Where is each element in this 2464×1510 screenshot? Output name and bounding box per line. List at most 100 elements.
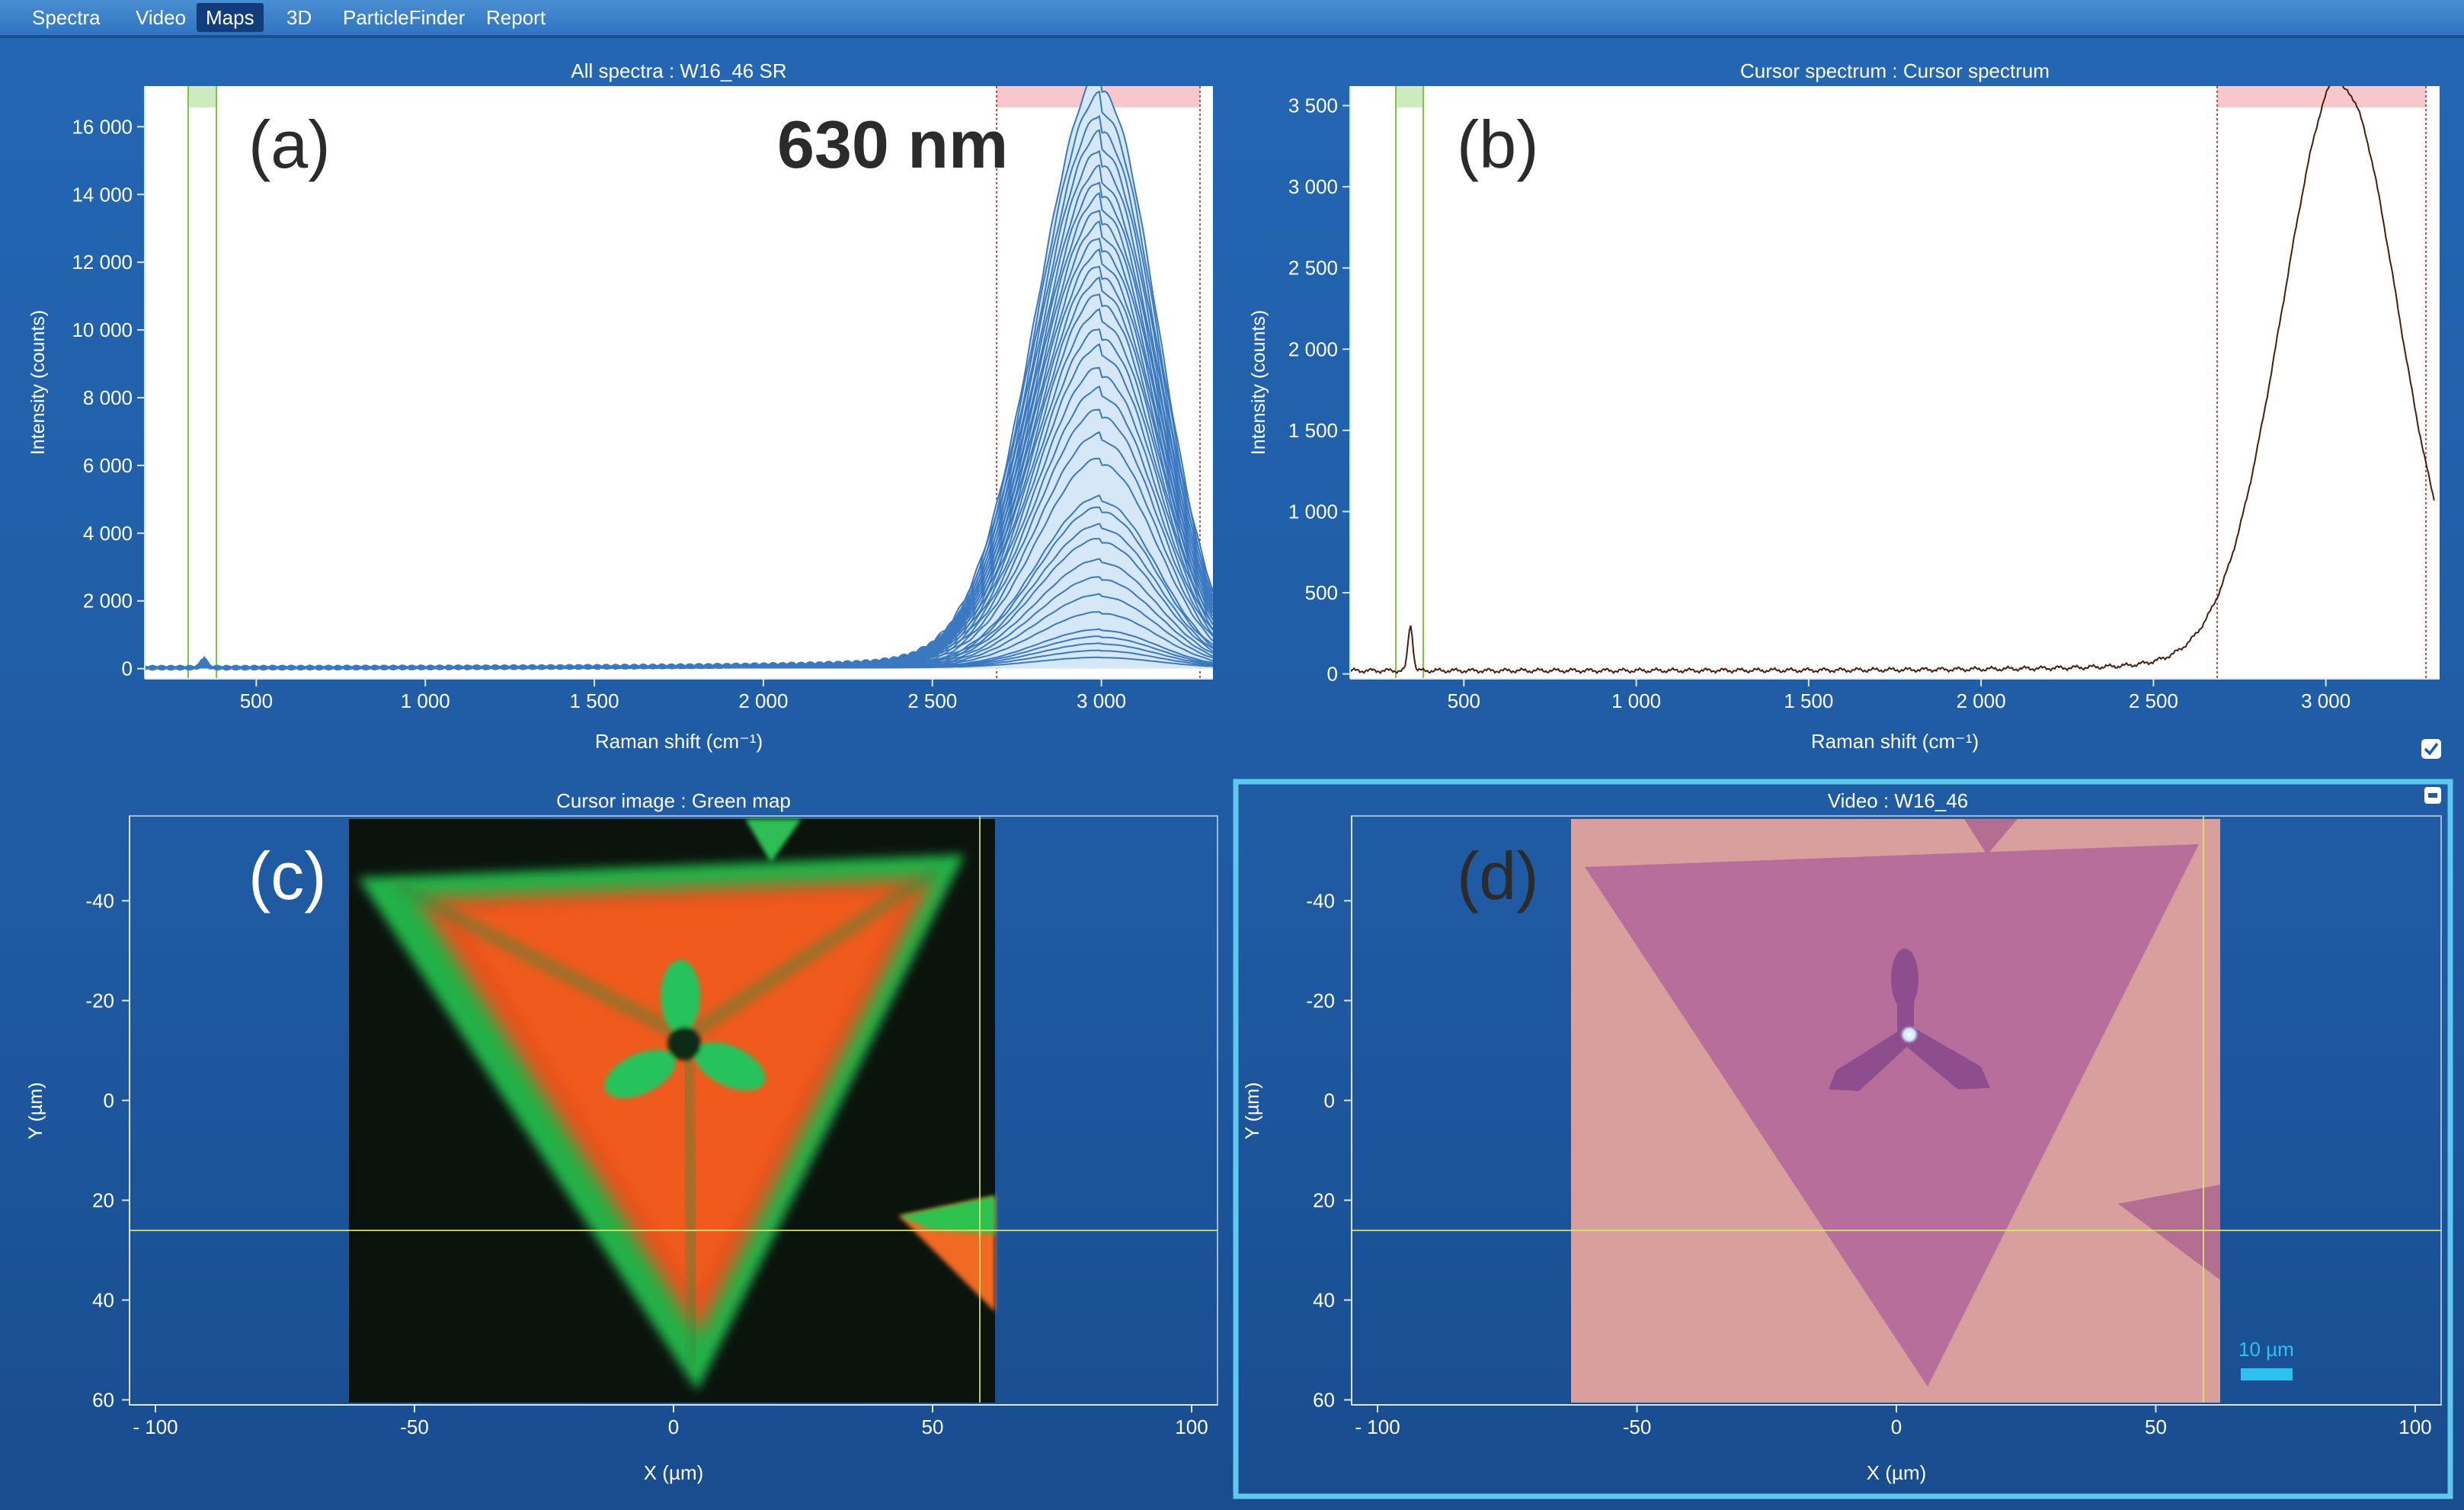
b-x-tick-label: 500: [1448, 689, 1480, 712]
panel-d-selection-border: [1233, 779, 2453, 1499]
panel-d-scale-bar: [2241, 1368, 2293, 1380]
menu-3d[interactable]: 3D: [286, 6, 312, 29]
panel-d-cursor[interactable]: [1352, 816, 2441, 1403]
b-y-tick-label: 3 000: [1288, 175, 1338, 198]
panel-b-spectrum: [1350, 86, 2435, 674]
panel-a-spectra: [145, 86, 1213, 671]
a-y-tick-label: 10 000: [72, 318, 133, 341]
panel-d-center-flake: [1829, 949, 1990, 1091]
panel-c-title: Cursor image : Green map: [556, 789, 791, 812]
panel-c-center-flake: [604, 960, 766, 1099]
panel-a-xlabel: Raman shift (cm⁻¹): [595, 730, 763, 753]
a-x-tick-label: 1 500: [570, 689, 619, 712]
checkbox-icon[interactable]: [2421, 739, 2441, 759]
panel-b-plot-area[interactable]: [1350, 86, 2440, 679]
a-y-tick-label: 12 000: [72, 251, 133, 274]
a-y-tick-label: 16 000: [72, 115, 133, 138]
c-y-tick-label: 60: [92, 1388, 114, 1411]
a-y-tick-label: 14 000: [72, 183, 133, 206]
c-y-tick-label: 40: [92, 1288, 114, 1311]
menu-bar: Spectra Video Maps 3D ParticleFinder Rep…: [0, 0, 2464, 38]
panel-b-label: (b): [1457, 107, 1539, 182]
b-x-tick-label: 2 000: [1957, 689, 2006, 712]
panel-d-title: Video : W16_46: [1828, 789, 1969, 812]
panel-c-label: (c): [248, 838, 327, 913]
panel-a: All spectra : W16_46 SR 500 1 000 1 500 2 0…: [27, 59, 1213, 753]
panel-c-map-image[interactable]: [349, 819, 995, 1403]
b-y-tick-label: 0: [1327, 663, 1338, 686]
d-x-tick-label: - 100: [1355, 1416, 1400, 1438]
panel-c-axes: - 100 -50 0 50 100 -40 -20 0 20 40 60: [85, 816, 1218, 1438]
panel-c-xlabel: X (µm): [644, 1461, 704, 1484]
a-y-tick-label: 4 000: [83, 522, 133, 545]
menu-video[interactable]: Video: [136, 6, 187, 29]
panel-b-spectrum-line: [1350, 86, 2435, 674]
a-y-tick-label: 0: [122, 657, 133, 680]
b-y-tick-label: 500: [1305, 581, 1338, 604]
d-y-tick-label: -20: [1306, 989, 1335, 1012]
a-x-tick-label: 3 000: [1077, 689, 1126, 712]
d-y-tick-label: 0: [1324, 1089, 1335, 1112]
menu-maps[interactable]: Maps: [197, 3, 264, 32]
c-x-tick-label: 50: [922, 1416, 944, 1438]
panel-c-cursor[interactable]: [130, 816, 1218, 1403]
d-x-tick-label: 50: [2145, 1416, 2167, 1438]
panel-d-minimize-icon[interactable]: [2424, 787, 2441, 804]
c-x-tick-label: 0: [668, 1416, 679, 1438]
d-y-tick-label: 20: [1313, 1188, 1335, 1211]
b-y-tick-label: 2 000: [1288, 338, 1338, 360]
c-y-tick-label: 20: [92, 1188, 114, 1211]
panel-b-xlabel: Raman shift (cm⁻¹): [1811, 730, 1979, 753]
c-y-tick-label: -40: [85, 889, 114, 912]
panel-b-title: Cursor spectrum : Cursor spectrum: [1740, 59, 2050, 82]
d-y-tick-label: 60: [1313, 1388, 1335, 1411]
panel-a-title: All spectra : W16_46 SR: [571, 59, 786, 82]
d-x-tick-label: 0: [1891, 1416, 1902, 1438]
menu-report[interactable]: Report: [486, 6, 546, 29]
panel-a-green-band: [187, 86, 217, 679]
a-y-tick-label: 2 000: [83, 590, 133, 613]
panel-a-envelope-fill: [145, 86, 1213, 669]
panel-d-label: (d): [1457, 838, 1539, 913]
b-y-tick-label: 3 500: [1288, 94, 1338, 117]
a-x-tick-label: 1 000: [401, 689, 450, 712]
panel-b: Cursor spectrum : Cursor spectrum 500 1 0…: [1248, 59, 2441, 759]
menu-spectra[interactable]: Spectra: [32, 6, 101, 29]
c-x-tick-label: 100: [1175, 1416, 1208, 1438]
a-x-tick-label: 500: [240, 689, 273, 712]
a-x-tick-label: 2 000: [738, 689, 788, 712]
d-x-tick-label: 100: [2398, 1416, 2431, 1438]
panel-d-scale-bar-label: 10 µm: [2238, 1338, 2294, 1361]
d-x-tick-label: -50: [1623, 1416, 1652, 1438]
menu-particlefinder[interactable]: ParticleFinder: [343, 6, 466, 29]
panel-a-ylabel: Intensity (counts): [27, 310, 49, 455]
b-y-tick-label: 2 500: [1288, 257, 1338, 280]
panel-b-red-band: [2216, 86, 2427, 679]
b-x-tick-label: 3 000: [2301, 689, 2350, 712]
panel-a-annotation: 630 nm: [777, 107, 1008, 182]
d-y-tick-label: -40: [1306, 889, 1335, 912]
panel-c-ylabel: Y (µm): [25, 1082, 46, 1139]
c-x-tick-label: - 100: [133, 1416, 178, 1438]
panel-d-ylabel: Y (µm): [1242, 1082, 1263, 1139]
a-x-tick-label: 2 500: [907, 689, 957, 712]
panel-c: Cursor image : Green map: [25, 789, 1218, 1484]
panel-d-axes: - 100 -50 0 50 100 -40 -20 0 20 40 60: [1306, 816, 2441, 1438]
b-y-tick-label: 1 000: [1288, 500, 1338, 523]
panel-a-label: (a): [248, 107, 331, 182]
c-y-tick-label: -20: [85, 989, 114, 1012]
a-y-tick-label: 8 000: [83, 386, 133, 409]
panel-a-spectrum-line: [145, 656, 1213, 669]
b-x-tick-label: 2 500: [2129, 689, 2178, 712]
b-y-tick-label: 1 500: [1288, 419, 1338, 442]
panel-b-ylabel: Intensity (counts): [1248, 310, 1269, 455]
c-y-tick-label: 0: [104, 1089, 114, 1112]
panel-d-xlabel: X (µm): [1867, 1461, 1927, 1484]
b-x-tick-label: 1 500: [1784, 689, 1833, 712]
d-y-tick-label: 40: [1313, 1288, 1335, 1311]
panel-b-green-band: [1395, 86, 1424, 679]
panel-a-axes: 500 1 000 1 500 2 000 2 500 3 000 0 2 000 4 000 6…: [72, 86, 1213, 712]
panel-d-video-image[interactable]: [1571, 819, 2220, 1403]
